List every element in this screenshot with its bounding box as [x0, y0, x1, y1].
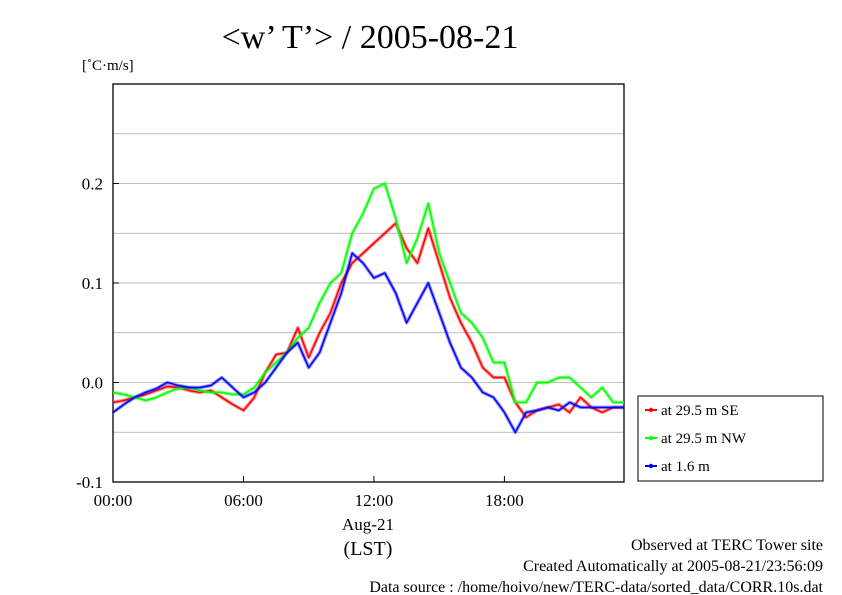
legend-label-1: at 29.5 m NW — [661, 431, 747, 447]
legend: at 29.5 m SE at 29.5 m NW at 1.6 m — [637, 395, 824, 482]
footer-site: Observed at TERC Tower site — [631, 537, 823, 554]
footer-created: Created Automatically at 2005-08-21/23:5… — [523, 558, 823, 575]
legend-marker-0 — [648, 407, 654, 413]
series-2-halo — [111, 251, 624, 435]
legend-label-2: at 1.6 m — [661, 459, 710, 475]
gridlines — [113, 133, 624, 433]
series-1-halo — [112, 181, 624, 405]
legend-marker-2 — [648, 463, 654, 469]
y-tick-label-2: 0.1 — [82, 274, 103, 293]
series-lines — [111, 181, 624, 435]
legend-box — [637, 395, 824, 482]
footer-source: Data source : /home/hoivo/new/TERC-data/… — [369, 579, 823, 595]
x-axis-date: Aug-21 — [342, 515, 394, 534]
x-axis-timezone: (LST) — [344, 538, 393, 560]
y-axis-ticks: -0.1 0.0 0.1 0.2 — [76, 175, 119, 492]
x-tick-label-1: 06:00 — [224, 491, 263, 510]
series-1-line — [112, 182, 624, 404]
series-2-line — [112, 252, 624, 433]
y-tick-label-1: 0.0 — [82, 374, 103, 393]
y-tick-label-3: 0.2 — [82, 175, 103, 194]
x-tick-label-0: 00:00 — [94, 491, 133, 510]
x-tick-label-2: 12:00 — [355, 491, 394, 510]
legend-label-0: at 29.5 m SE — [661, 403, 739, 419]
legend-marker-1 — [648, 435, 654, 441]
y-axis-unit: [˚C·m/s] — [82, 58, 134, 74]
y-tick-label-0: -0.1 — [76, 473, 103, 492]
x-axis-ticks: 00:00 06:00 12:00 18:00 — [94, 476, 524, 510]
chart-title: <w’ T’> / 2005-08-21 — [222, 19, 519, 56]
x-tick-label-3: 18:00 — [485, 491, 524, 510]
